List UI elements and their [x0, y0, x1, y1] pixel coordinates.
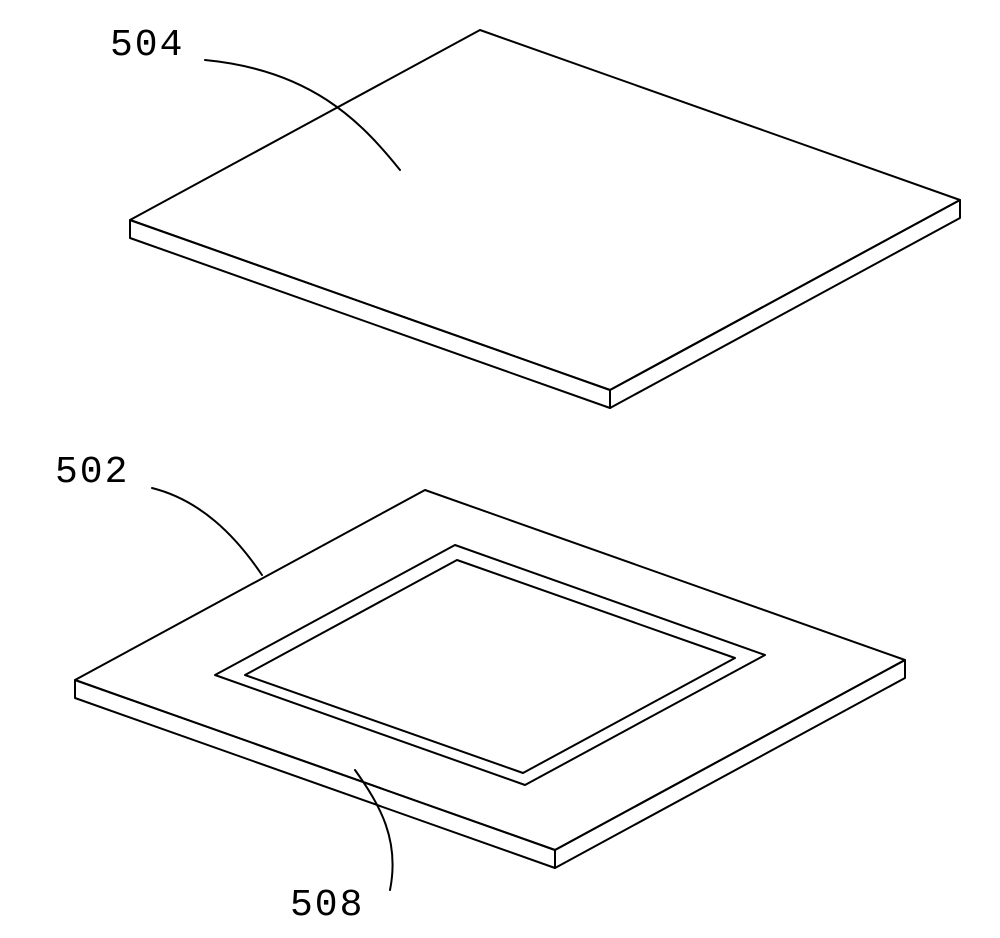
lower-frame: [75, 490, 905, 868]
inner-recess-inner: [245, 560, 735, 773]
label-504: 504: [110, 24, 184, 67]
top-plate-left-face: [130, 220, 610, 408]
leader-lower-frame: [152, 488, 262, 575]
leader-top-plate: [205, 60, 400, 170]
top-plate-top-face: [130, 30, 960, 390]
top-plate-right-face: [610, 200, 960, 408]
lower-frame-left-face: [75, 680, 555, 868]
label-508: 508: [290, 884, 364, 927]
top-plate: [130, 30, 960, 408]
lower-frame-top-face: [75, 490, 905, 850]
leader-inner-rect: [355, 770, 393, 890]
label-502: 502: [55, 451, 129, 494]
lower-frame-right-face: [555, 660, 905, 868]
